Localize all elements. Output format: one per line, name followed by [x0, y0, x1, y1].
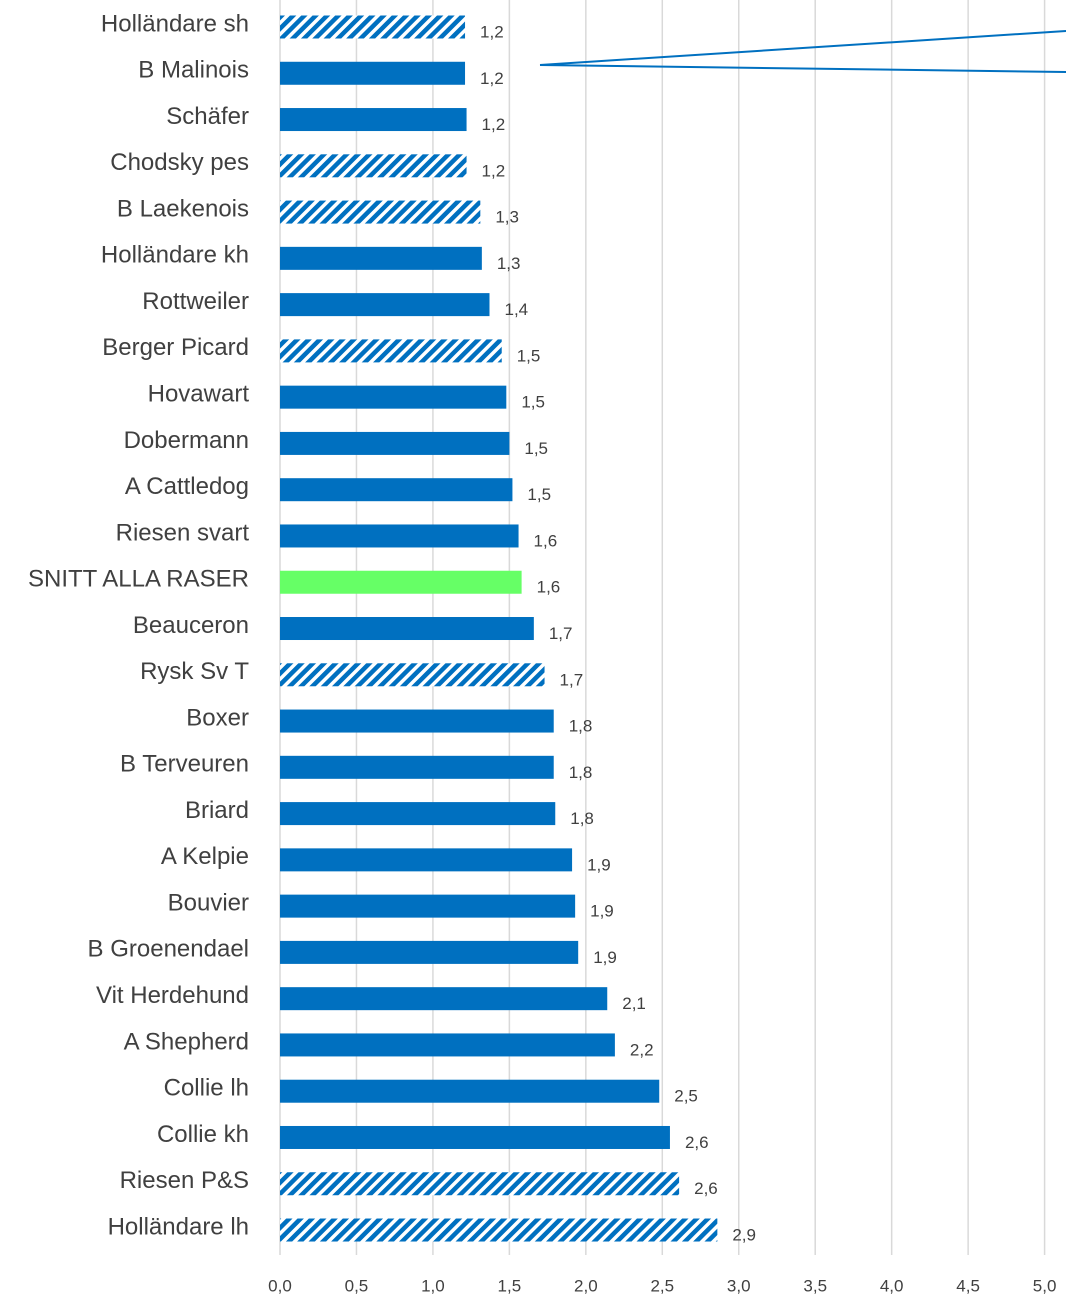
- category-label: A Kelpie: [161, 843, 249, 870]
- x-tick-label: 3,0: [727, 1276, 751, 1295]
- category-label: Rysk Sv T: [140, 658, 249, 685]
- bar: [280, 987, 608, 1011]
- value-label: 1,9: [587, 855, 611, 874]
- category-label: B Laekenois: [117, 195, 249, 222]
- value-label: 1,9: [593, 948, 617, 967]
- bar: [280, 1172, 680, 1196]
- bar: [280, 755, 554, 779]
- value-label: 2,5: [674, 1087, 698, 1106]
- bar: [280, 894, 576, 918]
- value-label: 2,2: [630, 1040, 654, 1059]
- x-tick-label: 5,0: [1033, 1276, 1057, 1295]
- x-tick-label: 2,5: [650, 1276, 674, 1295]
- bars: [280, 15, 718, 1242]
- value-label: 1,6: [537, 578, 561, 597]
- category-label: Schäfer: [166, 103, 249, 130]
- value-label: 1,3: [495, 208, 519, 227]
- bar: [280, 802, 556, 826]
- category-label: Vit Herdehund: [96, 982, 249, 1009]
- bar: [280, 1033, 615, 1057]
- value-label: 1,8: [569, 717, 593, 736]
- bar: [280, 570, 522, 594]
- category-label: Boxer: [186, 704, 249, 731]
- value-label: 1,2: [482, 161, 506, 180]
- category-label: Chodsky pes: [110, 149, 249, 176]
- category-label: Hovawart: [148, 381, 250, 408]
- value-label: 1,9: [590, 902, 614, 921]
- value-label: 2,6: [685, 1133, 709, 1152]
- category-label: A Shepherd: [124, 1028, 249, 1055]
- value-label: 1,5: [524, 439, 548, 458]
- value-label: 1,3: [497, 254, 521, 273]
- bar: [280, 617, 534, 641]
- category-label: Bouvier: [168, 889, 249, 916]
- value-label: 1,5: [517, 346, 541, 365]
- bar: [280, 108, 467, 132]
- category-label: SNITT ALLA RASER: [28, 566, 249, 593]
- category-label: Holländare lh: [108, 1213, 249, 1240]
- value-label: 2,6: [694, 1179, 718, 1198]
- value-label: 1,8: [570, 809, 594, 828]
- x-tick-label: 2,0: [574, 1276, 598, 1295]
- category-label: Riesen P&S: [120, 1167, 249, 1194]
- category-label: Collie lh: [164, 1075, 249, 1102]
- bar: [280, 293, 490, 317]
- category-label: Dobermann: [124, 427, 249, 454]
- bar: [280, 1079, 660, 1103]
- bar: [280, 478, 513, 502]
- value-label: 1,5: [527, 485, 551, 504]
- x-tick-label: 1,0: [421, 1276, 445, 1295]
- bar: [280, 200, 481, 224]
- category-label: Beauceron: [133, 612, 249, 639]
- category-label: Berger Picard: [102, 334, 249, 361]
- value-label: 1,2: [480, 69, 504, 88]
- x-tick-label: 0,5: [345, 1276, 369, 1295]
- value-label: 1,8: [569, 763, 593, 782]
- value-label: 1,4: [504, 300, 528, 319]
- value-label: 1,2: [482, 115, 506, 134]
- category-label: B Terveuren: [120, 751, 249, 778]
- annotation-line: [539, 64, 1066, 73]
- bar: [280, 524, 519, 548]
- value-label: 2,9: [732, 1226, 756, 1245]
- x-tick-label: 4,0: [880, 1276, 904, 1295]
- value-label: 2,1: [622, 994, 646, 1013]
- x-tick-label: 4,5: [956, 1276, 980, 1295]
- category-label: B Groenendael: [88, 936, 249, 963]
- x-tick-label: 3,5: [803, 1276, 827, 1295]
- bar: [280, 385, 507, 409]
- value-label: 1,5: [521, 393, 545, 412]
- bar: [280, 61, 466, 85]
- bar: [280, 339, 502, 363]
- bar: [280, 709, 554, 733]
- bar: [280, 246, 482, 270]
- category-label: Collie kh: [157, 1121, 249, 1148]
- bar: [280, 431, 510, 455]
- value-label: 1,2: [480, 22, 504, 41]
- category-label: B Malinois: [138, 57, 249, 84]
- x-tick-label: 1,5: [498, 1276, 522, 1295]
- bar: [280, 154, 467, 178]
- bar: [280, 1218, 718, 1242]
- bar: [280, 15, 466, 39]
- category-label: Riesen svart: [116, 519, 250, 546]
- category-label: Holländare sh: [101, 10, 249, 37]
- bar: [280, 1125, 670, 1149]
- bar: [280, 940, 579, 964]
- category-label: Briard: [185, 797, 249, 824]
- value-label: 1,6: [534, 531, 558, 550]
- category-label: A Cattledog: [125, 473, 249, 500]
- value-label: 1,7: [560, 670, 584, 689]
- annotation-line: [539, 30, 1066, 66]
- x-tick-label: 0,0: [268, 1276, 292, 1295]
- category-label: Holländare kh: [101, 242, 249, 269]
- category-label: Rottweiler: [142, 288, 249, 315]
- bar: [280, 848, 573, 872]
- value-label: 1,7: [549, 624, 573, 643]
- bar: [280, 663, 545, 687]
